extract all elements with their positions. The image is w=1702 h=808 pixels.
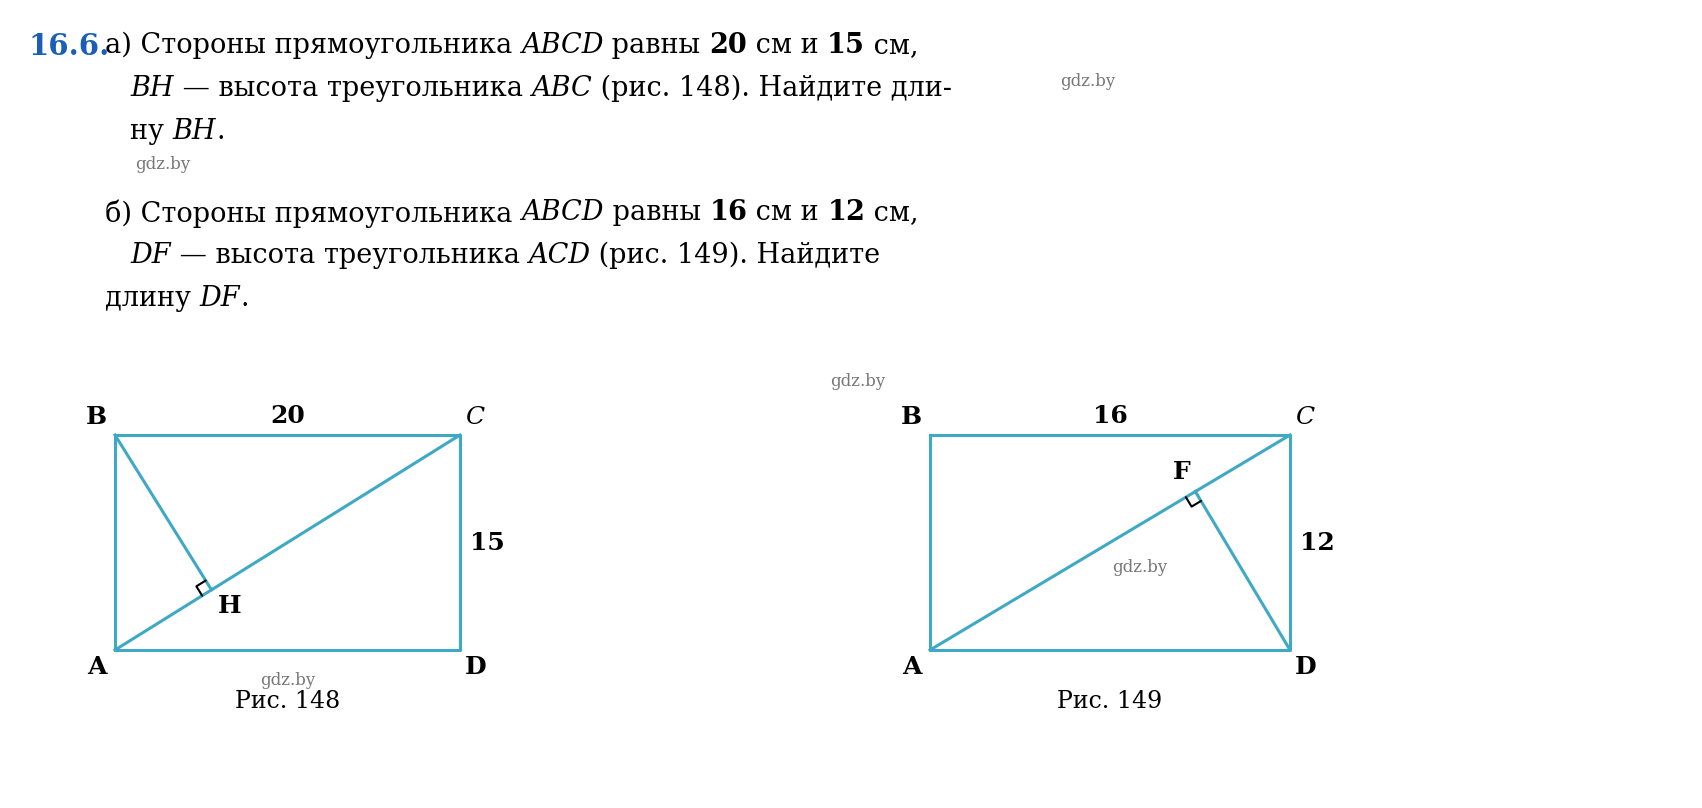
Text: ну: ну	[129, 118, 172, 145]
Text: gdz.by: gdz.by	[134, 156, 191, 173]
Text: а) Стороны прямоугольника: а) Стороны прямоугольника	[106, 32, 521, 59]
Text: BH: BH	[129, 75, 174, 102]
Text: б) Стороны прямоугольника: б) Стороны прямоугольника	[106, 199, 521, 228]
Text: .: .	[240, 285, 248, 312]
Text: C: C	[465, 406, 483, 429]
Text: длину: длину	[106, 285, 199, 312]
Text: см,: см,	[865, 199, 919, 226]
Text: ABC: ABC	[531, 75, 592, 102]
Text: (рис. 148). Найдите дли-: (рис. 148). Найдите дли-	[592, 75, 951, 103]
Text: DF: DF	[129, 242, 170, 269]
Text: Рис. 148: Рис. 148	[235, 690, 340, 713]
Text: см,: см,	[865, 32, 919, 59]
Text: — высота треугольника: — высота треугольника	[174, 75, 531, 102]
Text: (рис. 149). Найдите: (рис. 149). Найдите	[591, 242, 880, 269]
Text: DF: DF	[199, 285, 240, 312]
Text: .: .	[216, 118, 225, 145]
Text: — высота треугольника: — высота треугольника	[170, 242, 528, 269]
Text: 15: 15	[470, 531, 505, 554]
Text: ABCD: ABCD	[521, 199, 604, 226]
Text: BH: BH	[172, 118, 216, 145]
Text: равны: равны	[604, 199, 710, 226]
Text: A: A	[902, 655, 922, 679]
Text: gdz.by: gdz.by	[260, 672, 315, 689]
Text: B: B	[900, 405, 922, 429]
Text: 20: 20	[710, 32, 747, 59]
Text: 16: 16	[1093, 404, 1127, 428]
Text: 20: 20	[271, 404, 305, 428]
Text: Рис. 149: Рис. 149	[1057, 690, 1162, 713]
Text: 12: 12	[1300, 531, 1334, 554]
Text: см и: см и	[747, 199, 827, 226]
Text: A: A	[87, 655, 107, 679]
Text: D: D	[1295, 655, 1317, 679]
Text: gdz.by: gdz.by	[831, 373, 885, 390]
Text: 16.6.: 16.6.	[27, 32, 109, 61]
Text: 16: 16	[710, 199, 747, 226]
Text: ABCD: ABCD	[521, 32, 604, 59]
Text: ACD: ACD	[528, 242, 591, 269]
Text: gdz.by: gdz.by	[1060, 73, 1115, 90]
Text: 12: 12	[827, 199, 865, 226]
Text: D: D	[465, 655, 487, 679]
Text: B: B	[85, 405, 107, 429]
Text: gdz.by: gdz.by	[1113, 559, 1168, 576]
Text: 15: 15	[827, 32, 865, 59]
Text: H: H	[218, 594, 242, 618]
Text: равны: равны	[604, 32, 710, 59]
Text: F: F	[1173, 460, 1191, 483]
Text: C: C	[1295, 406, 1314, 429]
Text: см и: см и	[747, 32, 827, 59]
